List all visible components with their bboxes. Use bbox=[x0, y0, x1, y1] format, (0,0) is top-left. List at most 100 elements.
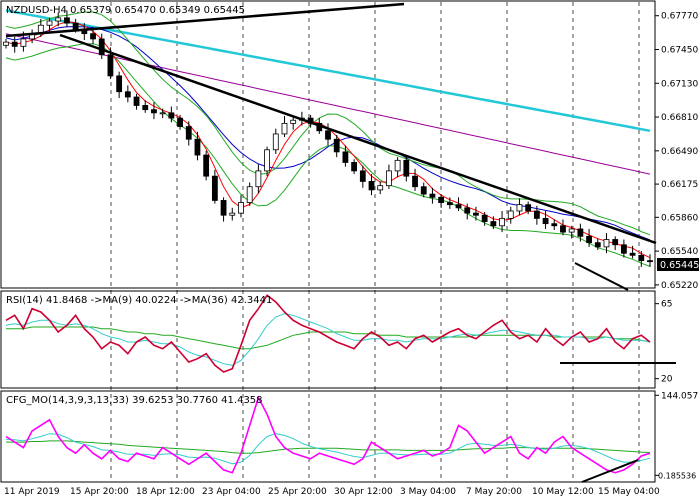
candle-body bbox=[351, 162, 358, 172]
price-label-box bbox=[657, 258, 699, 271]
y-tick-label: 65 bbox=[661, 300, 672, 310]
candle-body bbox=[612, 239, 619, 246]
ma-long-line bbox=[5, 9, 651, 133]
candle-body bbox=[446, 202, 453, 206]
candle-body bbox=[133, 96, 140, 106]
candle-body bbox=[55, 17, 62, 22]
candle-body bbox=[342, 151, 349, 163]
candle-body bbox=[577, 228, 584, 237]
candle-body bbox=[194, 138, 201, 156]
candle-body bbox=[325, 130, 331, 140]
rsi-series-line bbox=[5, 313, 651, 366]
candle-body bbox=[551, 223, 558, 227]
y-tick-label: 144.057 bbox=[661, 391, 698, 401]
candle-body bbox=[368, 181, 375, 191]
candle-body bbox=[620, 244, 627, 254]
candle-body bbox=[107, 54, 114, 77]
y-tick-label: 0.66490 bbox=[661, 147, 698, 157]
candle-body bbox=[98, 38, 105, 56]
candle-body bbox=[429, 193, 436, 198]
candle-body bbox=[647, 260, 653, 263]
candle-body bbox=[499, 217, 505, 227]
candle-body bbox=[168, 112, 175, 119]
resistance-trendline bbox=[59, 33, 657, 245]
candle-body bbox=[507, 210, 514, 219]
x-tick-label: 15 Apr 20:00 bbox=[70, 487, 129, 497]
main-header: NZDUSD-H4 0.65379 0.65470 0.65349 0.6544… bbox=[6, 5, 245, 16]
rsi-panel bbox=[0, 290, 656, 389]
candle-body bbox=[455, 204, 462, 209]
band-upper-line bbox=[5, 11, 651, 236]
upper-trendline bbox=[5, 2, 405, 38]
y-tick-label: 0.65220 bbox=[661, 281, 698, 291]
candle-body bbox=[46, 20, 53, 26]
candle-body bbox=[359, 170, 366, 182]
candle-body bbox=[116, 75, 123, 93]
y-tick-label: 0.67770 bbox=[661, 12, 698, 22]
y-tick-label: 0.65860 bbox=[661, 213, 698, 223]
y-tick-label: 0.67130 bbox=[661, 79, 698, 89]
candle-body bbox=[603, 239, 610, 248]
candle-body bbox=[542, 217, 549, 225]
candle-body bbox=[377, 185, 384, 191]
y-tick-label: 0.66810 bbox=[661, 113, 698, 123]
candle-body bbox=[20, 38, 27, 47]
candle-body bbox=[638, 254, 645, 262]
candle-body bbox=[238, 202, 244, 214]
candles bbox=[3, 10, 653, 267]
candle-body bbox=[403, 159, 410, 177]
candle-body bbox=[525, 204, 532, 212]
cfg-label: CFG_MO(14,3,9,3,13,33) 39.6253 30.7760 4… bbox=[6, 395, 263, 406]
candle-body bbox=[516, 204, 523, 212]
candle-body bbox=[568, 228, 575, 233]
candle-body bbox=[473, 212, 479, 216]
x-tick-label: 25 Apr 20:00 bbox=[268, 487, 327, 497]
candle-body bbox=[290, 119, 297, 124]
candle-body bbox=[629, 252, 636, 256]
x-tick-label: 30 Apr 12:00 bbox=[334, 487, 393, 497]
candle-body bbox=[11, 41, 18, 47]
candle-body bbox=[490, 221, 497, 227]
candle-body bbox=[394, 159, 401, 172]
candle-body bbox=[246, 186, 253, 203]
x-tick-label: 7 May 20:00 bbox=[466, 487, 522, 497]
x-tick-label: 15 May 04:00 bbox=[598, 487, 660, 497]
candle-body bbox=[420, 186, 427, 195]
candle-body bbox=[464, 207, 471, 214]
candle-body bbox=[229, 212, 236, 216]
candle-body bbox=[386, 170, 392, 187]
candle-body bbox=[72, 22, 79, 30]
candle-body bbox=[220, 200, 227, 216]
candle-body bbox=[90, 33, 96, 40]
ma-mid-line bbox=[5, 26, 651, 241]
candle-body bbox=[481, 214, 488, 222]
candle-body bbox=[142, 105, 149, 111]
cfg-support-line bbox=[581, 459, 639, 483]
candle-body bbox=[438, 196, 445, 203]
y-tick-label: 0.65540 bbox=[661, 247, 698, 257]
y-tick-label: 0.66175 bbox=[661, 180, 698, 190]
candle-body bbox=[203, 154, 210, 177]
y-tick-label: 0.185536 bbox=[658, 471, 696, 480]
candle-body bbox=[281, 122, 288, 135]
x-tick-label: 10 May 12:00 bbox=[532, 487, 594, 497]
x-tick-label: 3 May 04:00 bbox=[400, 487, 456, 497]
rsi-series-line bbox=[5, 294, 651, 373]
y-tick-label: 0.67450 bbox=[661, 46, 698, 56]
rsi-lines bbox=[5, 294, 651, 373]
last-price-label: 0.65445 bbox=[660, 260, 699, 271]
x-tick-label: 23 Apr 04:00 bbox=[202, 487, 261, 497]
candle-body bbox=[255, 170, 262, 188]
candle-body bbox=[586, 235, 592, 244]
x-tick-label: 18 Apr 12:00 bbox=[136, 487, 195, 497]
cfg-series-line bbox=[6, 440, 651, 454]
candle-body bbox=[151, 109, 157, 114]
y-tick-label: 20 bbox=[661, 375, 673, 385]
rsi-label: RSI(14) 41.8468 ->MA(9) 40.0224 ->MA(36)… bbox=[6, 295, 272, 306]
candle-body bbox=[3, 41, 9, 46]
candle-body bbox=[560, 225, 566, 233]
x-tick-label: 11 Apr 2019 bbox=[4, 487, 60, 497]
candle-body bbox=[333, 138, 340, 153]
candle-body bbox=[124, 91, 131, 98]
cfg-series-line bbox=[5, 395, 651, 474]
